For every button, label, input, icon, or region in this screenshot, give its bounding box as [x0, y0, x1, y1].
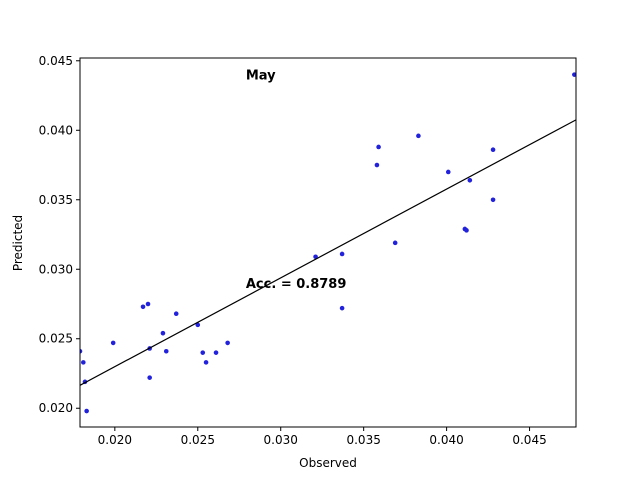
- x-tick-label: 0.045: [512, 433, 546, 447]
- x-axis-label: Observed: [299, 456, 357, 470]
- fit-line: [80, 119, 576, 386]
- data-point-23: [416, 133, 421, 139]
- data-point-12: [195, 322, 201, 328]
- y-axis-ticks: 0.020 0.025 0.030 0.035 0.040 0.045: [39, 54, 80, 415]
- data-point-18: [339, 251, 345, 257]
- y-tick-label: 0.030: [39, 262, 73, 276]
- data-point-21: [376, 144, 381, 150]
- data-point-10: [163, 348, 169, 354]
- y-tick-label: 0.025: [39, 332, 73, 346]
- x-tick-label: 0.035: [346, 433, 380, 447]
- data-point-20: [374, 162, 380, 168]
- annotations: May Acc. = 0.8789: [246, 69, 347, 292]
- data-point-15: [213, 350, 219, 355]
- x-tick-label: 0.025: [181, 433, 215, 447]
- data-point-5: [140, 304, 146, 310]
- data-point-0: [80, 348, 83, 354]
- data-point-30: [572, 72, 576, 77]
- data-point-24: [445, 169, 451, 175]
- x-axis-ticks: 0.020 0.025 0.030 0.035 0.040 0.045: [98, 427, 547, 447]
- y-tick-label: 0.035: [39, 193, 73, 207]
- data-point-4: [110, 340, 116, 346]
- fit-line-layer: [80, 119, 576, 386]
- y-tick-label: 0.040: [39, 123, 73, 137]
- data-point-11: [173, 311, 179, 317]
- data-point-6: [145, 301, 151, 307]
- y-tick-label: 0.020: [39, 401, 73, 415]
- data-point-8: [147, 375, 152, 380]
- plot-frame: [79, 57, 577, 428]
- y-tick-label: 0.045: [39, 54, 73, 68]
- data-point-9: [160, 330, 166, 336]
- month-annotation: May: [246, 69, 276, 84]
- data-point-28: [490, 147, 496, 153]
- data-point-26: [464, 228, 469, 233]
- x-tick-label: 0.020: [98, 433, 132, 447]
- data-point-16: [225, 340, 230, 346]
- accuracy-annotation: Acc. = 0.8789: [246, 277, 347, 292]
- data-point-1: [81, 360, 86, 365]
- y-axis-label: Predicted: [11, 215, 25, 271]
- data-point-14: [203, 360, 209, 365]
- x-tick-label: 0.040: [429, 433, 463, 447]
- data-point-27: [467, 178, 473, 183]
- data-point-13: [200, 350, 206, 355]
- x-tick-label: 0.030: [264, 433, 298, 447]
- data-point-3: [84, 408, 89, 414]
- data-point-22: [392, 240, 398, 246]
- data-point-29: [490, 197, 496, 203]
- data-point-19: [339, 305, 345, 311]
- data-point-17: [313, 254, 318, 260]
